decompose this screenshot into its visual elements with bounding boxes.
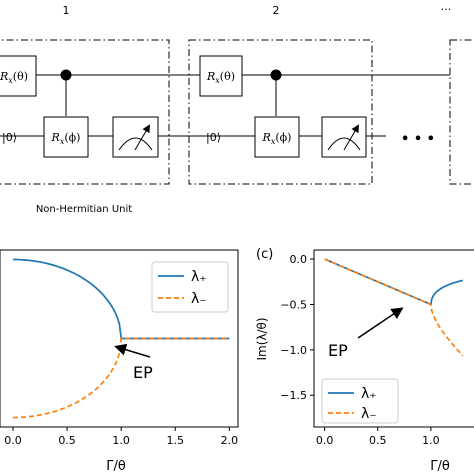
rx-phi-label-1: Rx(ϕ) [51,131,81,146]
meter-needle-icon-1 [134,124,151,151]
ep-arrow-c [357,307,404,339]
meter-arc-icon-2 [327,137,361,151]
meter-needle-icon-2 [343,124,360,151]
legend-c: λ₊ λ₋ [321,378,399,424]
x-axis-label-c: Γ/θ [430,459,450,474]
rx-theta-label-2: Rx(θ) [206,70,235,85]
chart-panel-b: 0.0 0.5 1.0 1.5 2.0 λ₊ λ₋ EP Γ/θ [0,249,239,474]
measurement-gate-2 [321,116,367,158]
chart-panel-c: (c) 0.0 0.5 1.00.0−0.5−1.0−1.5 Im(λ/θ) EP … [255,247,474,474]
non-hermitian-unit-box-1 [0,39,170,185]
plot-frame-c [313,249,474,428]
panel-label-c: (c) [256,247,273,262]
series-line-c-lambda-minus [324,258,464,357]
plot-frame-b [0,249,239,428]
rx-theta-label-1: Rx(θ) [0,70,28,85]
unit-number-1: 1 [63,4,70,17]
series-line-c-lambda-plus [324,258,464,306]
series-b [13,258,230,419]
series-c [324,258,464,357]
legend-label-lambda-minus-c: λ₋ [361,406,377,422]
y-tick-label-c-3: −1.5 [280,389,307,402]
middle-ellipsis: • • • [401,132,435,147]
x-tick-label-b-3: 1.5 [167,434,185,447]
control-dot-2 [270,69,282,81]
legend-label-lambda-minus-b: λ₋ [191,291,207,307]
unit-caption: Non-Hermitian Unit [36,204,132,215]
ep-label-b: EP [133,363,153,382]
x-tick-label-b-4: 2.0 [221,434,239,447]
rx-phi-gate-2 [254,116,300,158]
x-tick-label-c-0: 0.0 [316,434,334,447]
axis-ticks-c: 0.0 0.5 1.0 0.0 −0.5 −1.0 −1.5 [280,253,439,447]
top-ellipsis: ... [441,0,452,13]
non-hermitian-unit-box-2 [188,39,373,185]
legend-b: λ₊ λ₋ [151,261,229,313]
ep-label-c: EP [328,341,348,360]
x-tick-label-b-1: 0.5 [58,434,76,447]
legend-label-lambda-plus-b: λ₊ [191,269,207,285]
measurement-gate-1 [112,116,159,158]
legend-label-lambda-plus-c: λ₊ [361,386,377,402]
x-axis-label-b: Γ/θ [106,459,126,474]
y-tick-label-c-1: −0.5 [280,298,307,311]
y-tick-label-c-0: 0.0 [290,253,308,266]
x-tick-label-c-1: 0.5 [369,434,387,447]
x-tick-label-c-2: 1.0 [422,434,440,447]
y-tick-label-c-2: −1.0 [280,344,307,357]
series-line-b-lambda-minus [13,337,230,419]
meter-arc-icon-1 [118,137,153,151]
rx-theta-gate-1 [0,55,37,97]
series-line-b-lambda-plus [13,258,230,340]
legend-box-c [321,378,399,424]
x-ticks-b: 0.0 0.5 1.0 1.5 2.0 [4,427,238,447]
ket-zero-1: |0⟩ [2,131,17,144]
circuit-diagram: 1 2 ... Rx(θ) |0⟩ Rx(ϕ) Non-Hermitian Un… [0,0,474,215]
control-dot-1 [60,69,72,81]
rx-phi-gate-1 [43,116,89,158]
ep-arrow-b [114,343,151,358]
legend-box-b [151,261,229,313]
unit-number-2: 2 [273,4,280,17]
rx-phi-label-2: Rx(ϕ) [262,131,292,146]
x-tick-label-b-0: 0.0 [4,434,22,447]
non-hermitian-unit-box-3 [449,39,474,185]
y-axis-label-c: Im(λ/θ) [255,317,269,360]
x-tick-label-b-2: 1.0 [112,434,130,447]
rx-theta-gate-2 [199,55,243,97]
ket-zero-2: |0⟩ [206,131,221,144]
